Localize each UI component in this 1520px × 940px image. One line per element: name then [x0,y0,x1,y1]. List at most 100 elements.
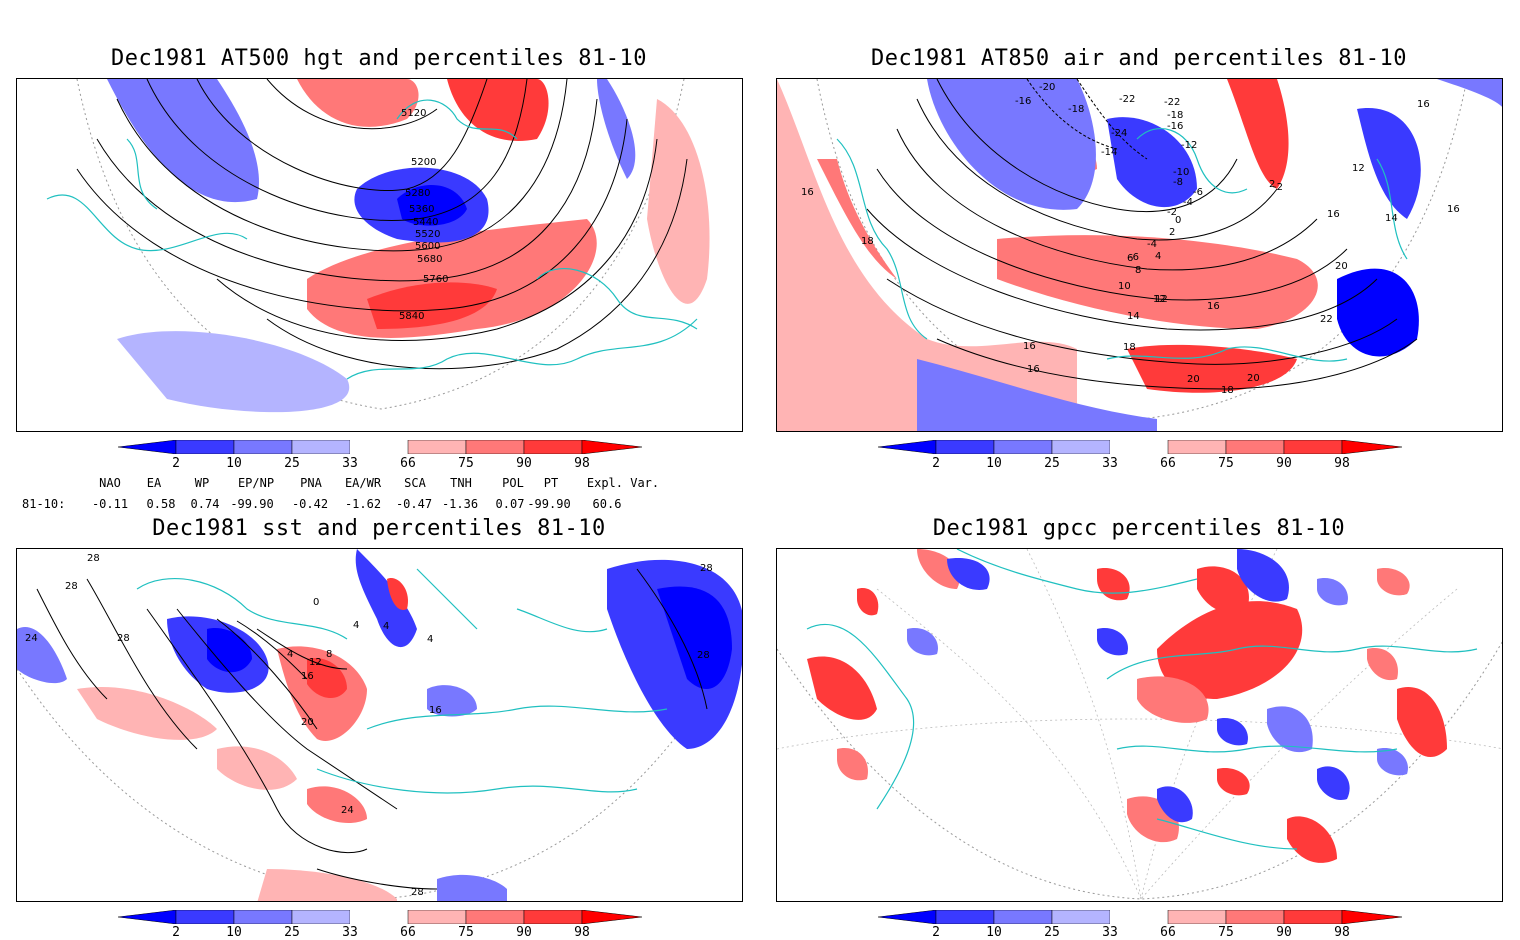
precip-red-light [1377,568,1410,596]
shade-red-4 [997,235,1318,329]
shade-blue-5 [597,79,636,179]
precip-red [1397,687,1447,758]
cbar-b4 [291,440,351,454]
precip-red-light [1137,676,1209,723]
cbar-r2 [1225,440,1285,454]
contour-label: -18 [1167,110,1183,121]
index-name-ea: EA [146,476,162,490]
cbar-r3 [1283,910,1343,924]
colorbar-hgt [118,440,642,454]
contour-label: -2 [1273,182,1283,193]
hemisphere-edge [76,79,685,410]
contour-label: 12 [1352,163,1365,174]
index-value-nao: -0.11 [91,497,129,511]
contour-labels-air: -20 -16 -18 -22 -22 -18 -16 -24 -14 -12 … [801,82,1460,396]
shade-blue-7 [17,627,67,684]
index-name-nao: NAO [99,476,121,490]
index-value-epnp: -99.90 [230,497,274,511]
contour-label: -16 [1167,121,1183,132]
index-value-eawr: -1.62 [344,497,382,511]
cbar-tick-label: 25 [1044,456,1060,471]
cbar-r2 [1225,910,1285,924]
contour-label: 16 [1417,99,1430,110]
colorbar-svg [878,910,1402,924]
panel-title-sst: Dec1981 sst and percentiles 81-10 [152,516,606,541]
colorbar-gpcc [878,910,1402,924]
cbar-tick-label: 2 [172,456,180,471]
contour-label: 12 [309,657,322,668]
precip-red [857,588,879,616]
contour-label: 4 [383,621,389,632]
cbar-arrow-blue [118,910,177,924]
cbar-tick-label: 98 [1334,456,1350,471]
contour-label: 5680 [417,254,442,265]
contour-label: 20 [301,717,314,728]
map-hgt-svg: 5120 5200 5280 5360 5440 5520 5600 5680 … [46,79,710,413]
contour-label: 28 [411,887,424,898]
contour-label: 4 [1155,251,1161,262]
cbar-tick-label: 98 [1334,925,1350,940]
contour-label: 14 [1385,213,1398,224]
contour-label: 6 [1127,253,1133,264]
cbar-b4 [1051,440,1111,454]
contour-label: 12 [1153,294,1166,305]
contour-label: 5760 [423,274,448,285]
colorbar-svg [118,910,642,924]
cbar-tick-label: 2 [932,925,940,940]
shade-blue-2 [1107,117,1197,208]
contour-label: 0 [1175,215,1181,226]
contour-label: -24 [1111,128,1127,139]
cbar-arrow-red [1341,910,1402,924]
cbar-arrow-red [1341,440,1402,454]
shade-red-3 [1227,79,1289,189]
index-name-pna: PNA [300,476,322,490]
cbar-white [1110,440,1168,454]
cbar-r2 [465,440,525,454]
cbar-b2 [175,440,235,454]
contour-label: 28 [117,633,130,644]
cbar-r1 [407,910,467,924]
shade-blue-4 [657,586,732,689]
index-value-explvar: 60.6 [592,497,622,511]
cbar-tick-label: 98 [574,925,590,940]
index-name-eawr: EA/WR [344,476,382,490]
shade-blue-3 [397,185,467,226]
precip-blue [1237,549,1289,602]
cbar-arrow-red [581,440,642,454]
shade-red-2 [817,159,897,279]
map-panel-air: -20 -16 -18 -22 -22 -18 -16 -24 -14 -12 … [776,78,1503,432]
shade-red-4 [367,282,497,329]
cbar-tick-label: 75 [1218,925,1234,940]
contour-label: 16 [1447,204,1460,215]
precip-blue [1097,628,1128,656]
cbar-tick-label: 75 [458,925,474,940]
contour-label: 16 [801,187,814,198]
index-name-sca: SCA [404,476,426,490]
cbar-b3 [993,440,1053,454]
cbar-tick-label: 75 [1218,456,1234,471]
contour-label: 16 [301,671,314,682]
contour-label: 20 [1187,374,1200,385]
cbar-tick-label: 10 [986,456,1002,471]
shade-red-1 [777,79,1077,431]
contour-label: 10 [1118,281,1131,292]
index-value-pna: -0.42 [291,497,329,511]
cbar-tick-label: 10 [226,925,242,940]
contour-label: 28 [87,553,100,564]
contour-label: 5840 [399,311,424,322]
cbar-arrow-blue [878,440,937,454]
index-value-ea: 0.58 [146,497,176,511]
contour-label: -22 [1164,97,1180,108]
cbar-tick-label: 33 [1102,456,1118,471]
precip-blue-light [1317,578,1348,606]
map-panel-hgt: 5120 5200 5280 5360 5440 5520 5600 5680 … [16,78,743,432]
shade-red-3 [77,687,217,740]
contour-label: -6 [1193,187,1203,198]
contour-label: 0 [313,597,319,608]
cbar-tick-label: 2 [172,925,180,940]
cbar-tick-label: 66 [1160,456,1176,471]
index-name-pt: PT [543,476,559,490]
cbar-tick-label: 75 [458,456,474,471]
contour-label: 22 [1320,314,1333,325]
cbar-white [1110,910,1168,924]
